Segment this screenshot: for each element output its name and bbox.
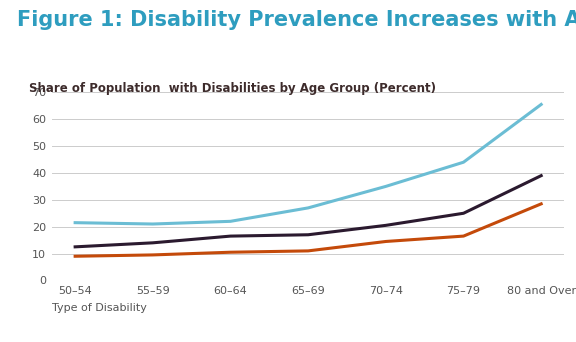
Text: Figure 1: Disability Prevalence Increases with Age: Figure 1: Disability Prevalence Increase…	[17, 10, 576, 30]
Text: Type of Disability: Type of Disability	[52, 303, 147, 313]
Text: Share of Population  with Disabilities by Age Group (Percent): Share of Population with Disabilities by…	[29, 82, 436, 95]
